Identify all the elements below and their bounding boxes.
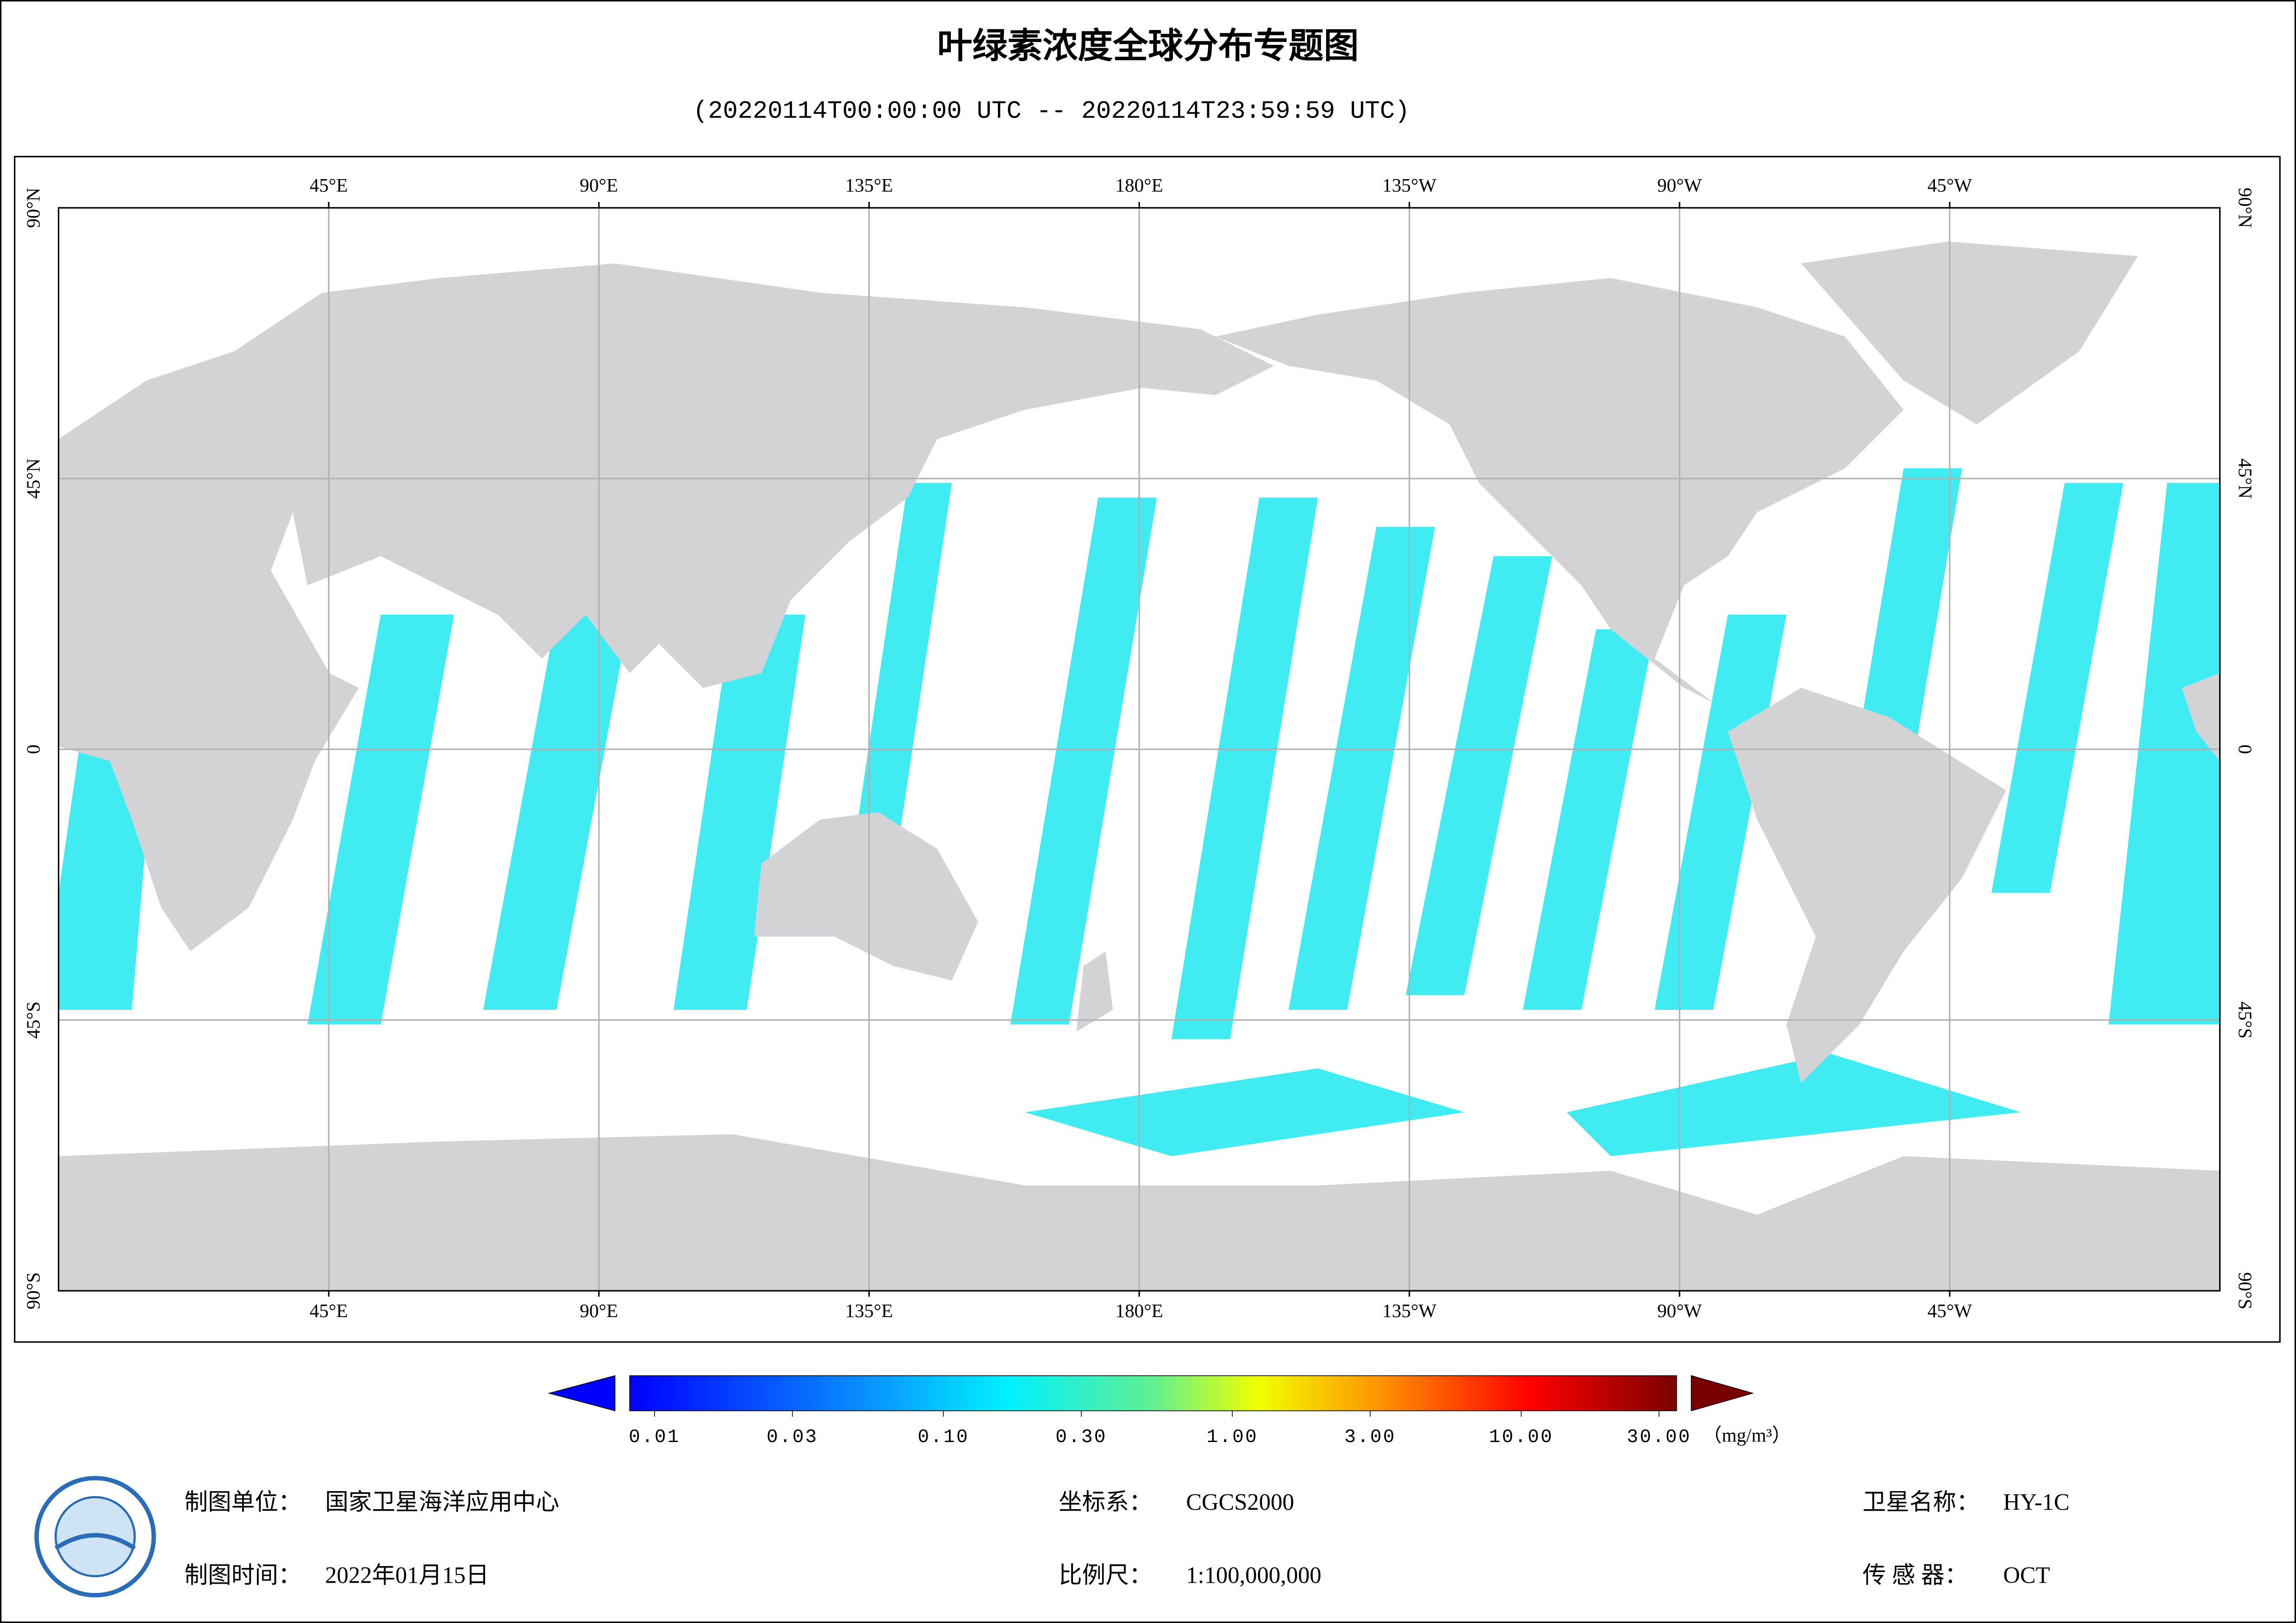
swaths: [58, 468, 2220, 1157]
date: 2022年01月15日: [325, 1562, 489, 1588]
satellite-label: 卫星名称：: [1863, 1489, 1980, 1515]
colorbar-unit: （mg/m³）: [1703, 1424, 1791, 1446]
colorbar-under-arrow: [548, 1375, 616, 1412]
colorbar-tick-label: 10.00: [1489, 1427, 1554, 1448]
lon-label: 135°E: [845, 1300, 893, 1321]
map-frame-outer: [14, 155, 2281, 1343]
lat-label: 90°N: [22, 187, 44, 228]
colorbar-tick-label: 0.01: [629, 1427, 680, 1448]
date-label: 制图时间：: [185, 1562, 302, 1588]
lon-label: 180°E: [1115, 174, 1163, 196]
sensor-label: 传 感 器：: [1863, 1562, 1968, 1588]
lon-label: 90°W: [1657, 1300, 1702, 1321]
lon-label: 135°W: [1382, 1300, 1436, 1321]
unit: 国家卫星海洋应用中心: [325, 1489, 559, 1515]
lat-label: 0: [2235, 745, 2256, 754]
scale: 1:100,000,000: [1186, 1562, 1321, 1588]
colorbar-over-arrow: [1691, 1375, 1754, 1412]
lat-label: 45°N: [22, 458, 44, 498]
colorbar-tick-label: 0.10: [917, 1427, 969, 1448]
colorbar-tick-label: 30.00: [1627, 1427, 1691, 1448]
lon-label: 90°E: [580, 174, 618, 196]
lon-label: 45°E: [310, 174, 348, 196]
lon-label: 135°E: [845, 174, 893, 196]
colorbar-tick-label: 0.03: [767, 1427, 818, 1448]
logo: [34, 1476, 156, 1598]
unit-label: 制图单位：: [185, 1489, 302, 1515]
lat-label: 90°N: [2235, 187, 2256, 228]
lon-label: 45°W: [1928, 174, 1972, 196]
colorbar-tick-label: 1.00: [1206, 1427, 1258, 1448]
lon-label: 90°W: [1657, 174, 1702, 196]
lon-label: 135°W: [1382, 174, 1436, 196]
colorbar: [629, 1375, 1677, 1412]
scale-label: 比例尺：: [1059, 1562, 1152, 1588]
subtitle: (20220114T00:00:00 UTC -- 20220114T23:59…: [693, 98, 1410, 126]
lat-label: 90°S: [2235, 1272, 2256, 1309]
satellite: HY-1C: [2003, 1489, 2069, 1515]
lon-label: 45°E: [310, 1300, 348, 1321]
lat-label: 45°S: [22, 1001, 44, 1038]
crs-label: 坐标系：: [1059, 1489, 1152, 1515]
lon-label: 180°E: [1115, 1300, 1163, 1321]
title: 叶绿素浓度全球分布专题图: [937, 27, 1359, 66]
lon-label: 90°E: [580, 1300, 618, 1321]
lat-label: 90°S: [22, 1272, 44, 1309]
lat-label: 45°N: [2235, 458, 2256, 498]
sensor: OCT: [2003, 1562, 2050, 1588]
colorbar-tick-label: 3.00: [1344, 1427, 1396, 1448]
map-area: [58, 208, 2220, 1291]
lon-label: 45°W: [1928, 1300, 1972, 1321]
colorbar-tick-label: 0.30: [1055, 1427, 1107, 1448]
crs: CGCS2000: [1186, 1489, 1294, 1515]
lat-label: 0: [22, 745, 44, 754]
lat-label: 45°S: [2235, 1001, 2256, 1038]
